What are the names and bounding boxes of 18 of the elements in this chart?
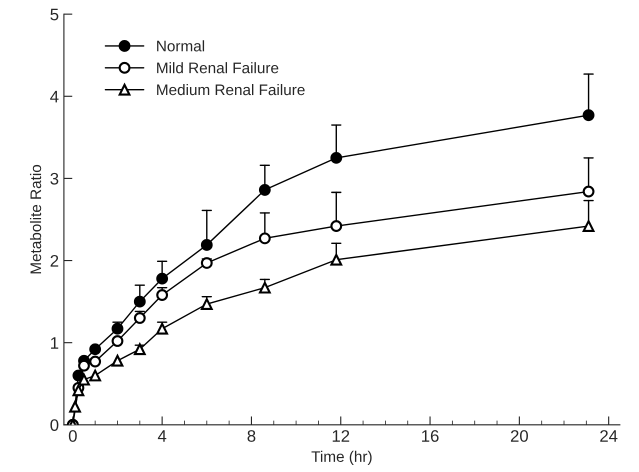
legend-label: Medium Renal Failure xyxy=(157,84,305,96)
y-axis-title: Metabolite Ratio xyxy=(30,164,42,274)
y-tick-label: 5 xyxy=(50,8,58,20)
y-tick-label: 4 xyxy=(50,90,59,102)
y-tick-label: 0 xyxy=(50,419,58,432)
x-tick-label: 24 xyxy=(600,430,618,442)
x-tick-label: 20 xyxy=(510,430,528,442)
x-tick-label: 4 xyxy=(158,430,166,442)
x-tick-label: 8 xyxy=(248,430,256,442)
x-tick-label: 16 xyxy=(422,430,439,442)
legend-label: Normal xyxy=(157,40,204,52)
legend-label: Mild Renal Failure xyxy=(157,62,278,74)
y-tick-label: 2 xyxy=(50,254,58,267)
x-tick-label: 12 xyxy=(332,430,350,442)
y-tick-label: 1 xyxy=(51,337,58,349)
x-axis-title: Time (hr) xyxy=(312,450,372,465)
y-tick-label: 3 xyxy=(50,172,58,185)
x-tick-label: 0 xyxy=(68,430,77,442)
